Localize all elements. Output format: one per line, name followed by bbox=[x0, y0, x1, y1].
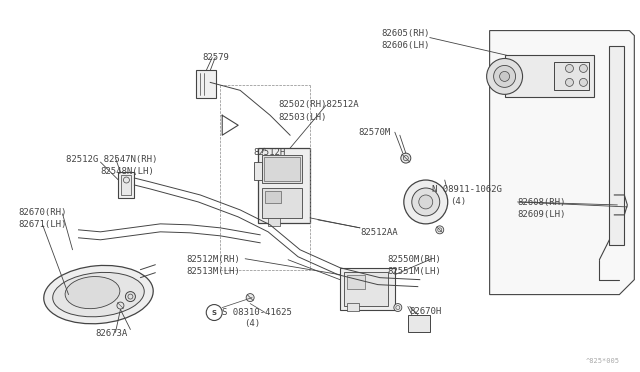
Bar bbox=[196, 70, 216, 98]
Circle shape bbox=[436, 226, 444, 234]
Bar bbox=[347, 302, 359, 311]
Circle shape bbox=[394, 304, 402, 311]
Bar bbox=[340, 268, 395, 310]
Text: 82548N(LH): 82548N(LH) bbox=[100, 167, 154, 176]
Text: 82671(LH): 82671(LH) bbox=[19, 220, 67, 229]
Text: S: S bbox=[212, 310, 217, 315]
Circle shape bbox=[419, 195, 433, 209]
Text: N 08911-1062G: N 08911-1062G bbox=[432, 185, 502, 194]
Circle shape bbox=[486, 58, 522, 94]
Circle shape bbox=[401, 153, 411, 163]
Bar bbox=[262, 155, 302, 183]
Bar bbox=[265, 191, 281, 203]
Circle shape bbox=[246, 294, 254, 302]
Text: (4): (4) bbox=[244, 320, 260, 328]
Bar bbox=[122, 175, 131, 195]
Text: 82512M(RH): 82512M(RH) bbox=[186, 255, 240, 264]
Text: (4): (4) bbox=[450, 197, 466, 206]
Circle shape bbox=[493, 65, 516, 87]
Bar bbox=[262, 188, 302, 218]
Bar bbox=[254, 162, 262, 180]
Text: 82606(LH): 82606(LH) bbox=[382, 41, 430, 49]
Circle shape bbox=[579, 64, 588, 73]
Bar bbox=[609, 45, 625, 245]
Circle shape bbox=[566, 78, 573, 86]
Bar bbox=[118, 172, 134, 198]
Text: S 08310-41625: S 08310-41625 bbox=[222, 308, 292, 317]
Bar bbox=[408, 314, 430, 333]
Text: 82605(RH): 82605(RH) bbox=[382, 29, 430, 38]
Bar bbox=[554, 62, 589, 90]
Circle shape bbox=[412, 188, 440, 216]
Ellipse shape bbox=[65, 276, 120, 309]
Text: 82551M(LH): 82551M(LH) bbox=[388, 267, 442, 276]
Bar bbox=[347, 275, 365, 289]
Circle shape bbox=[404, 180, 448, 224]
Text: 82673A: 82673A bbox=[95, 330, 128, 339]
Text: 82550M(RH): 82550M(RH) bbox=[388, 255, 442, 264]
Ellipse shape bbox=[52, 272, 144, 317]
Bar bbox=[268, 218, 280, 226]
Text: 82609(LH): 82609(LH) bbox=[518, 210, 566, 219]
Text: 82503(LH): 82503(LH) bbox=[278, 113, 326, 122]
Text: 82512G 82547N(RH): 82512G 82547N(RH) bbox=[65, 155, 157, 164]
Circle shape bbox=[125, 292, 136, 302]
Bar bbox=[258, 148, 310, 223]
Text: 82570M: 82570M bbox=[358, 128, 390, 137]
Text: 82608(RH): 82608(RH) bbox=[518, 198, 566, 207]
Bar bbox=[344, 272, 388, 305]
Bar bbox=[504, 55, 595, 97]
Text: 82502(RH)82512A: 82502(RH)82512A bbox=[278, 100, 358, 109]
Ellipse shape bbox=[44, 265, 153, 324]
Text: 82512AA: 82512AA bbox=[360, 228, 397, 237]
Text: 82512H: 82512H bbox=[253, 148, 285, 157]
Text: 82670(RH): 82670(RH) bbox=[19, 208, 67, 217]
Circle shape bbox=[500, 71, 509, 81]
Circle shape bbox=[117, 302, 124, 309]
Text: 82513M(LH): 82513M(LH) bbox=[186, 267, 240, 276]
Polygon shape bbox=[490, 31, 634, 295]
Text: 82579: 82579 bbox=[202, 52, 229, 61]
Circle shape bbox=[579, 78, 588, 86]
Text: ^825*005: ^825*005 bbox=[586, 358, 620, 364]
Text: 82670H: 82670H bbox=[410, 307, 442, 315]
Circle shape bbox=[566, 64, 573, 73]
Bar bbox=[264, 157, 300, 181]
